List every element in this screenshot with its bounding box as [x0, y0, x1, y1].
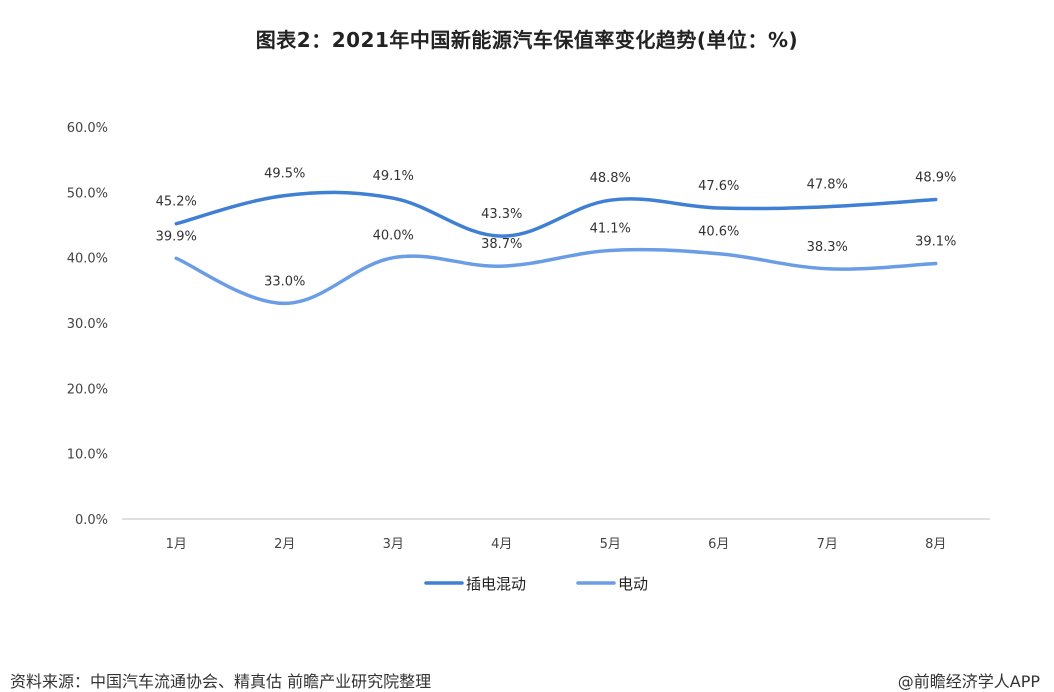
y-tick-label: 10.0% [67, 448, 108, 463]
data-label: 48.9% [915, 171, 956, 186]
x-tick-label: 6月 [708, 537, 729, 552]
x-tick-label: 5月 [600, 537, 621, 552]
source-note: 资料来源：中国汽车流通协会、精真估 前瞻产业研究院整理 [10, 672, 432, 691]
series-line-1 [174, 190, 938, 238]
data-label: 45.2% [156, 195, 197, 210]
y-tick-label: 0.0% [75, 513, 108, 528]
y-tick-label: 30.0% [67, 317, 108, 332]
data-label: 49.5% [264, 167, 305, 182]
data-label: 40.6% [698, 225, 739, 240]
x-tick-label: 7月 [817, 537, 838, 552]
brand-credit: @前瞻经济学人APP [897, 672, 1040, 691]
data-label: 47.8% [807, 178, 848, 193]
data-label: 48.8% [590, 171, 631, 186]
legend-label: 电动 [618, 575, 648, 593]
y-tick-label: 60.0% [67, 121, 108, 136]
y-tick-label: 50.0% [67, 186, 108, 201]
x-tick-label: 8月 [925, 537, 946, 552]
data-label: 39.9% [156, 229, 197, 244]
x-tick-label: 3月 [383, 537, 404, 552]
data-label: 40.0% [373, 229, 414, 244]
legend-label: 插电混动 [466, 575, 526, 593]
data-label: 33.0% [264, 274, 305, 289]
chart-title: 图表2：2021年中国新能源汽车保值率变化趋势(单位：%) [255, 28, 799, 52]
data-label: 47.6% [698, 179, 739, 194]
x-tick-label: 4月 [491, 537, 512, 552]
data-label: 49.1% [373, 169, 414, 184]
data-label: 43.3% [481, 207, 522, 222]
y-tick-label: 40.0% [67, 252, 108, 267]
data-label: 38.3% [807, 240, 848, 255]
data-label: 38.7% [481, 237, 522, 252]
data-label: 39.1% [915, 235, 956, 250]
data-label: 41.1% [590, 221, 631, 236]
x-tick-label: 2月 [274, 537, 295, 552]
x-tick-label: 1月 [166, 537, 187, 552]
y-tick-label: 20.0% [67, 382, 108, 397]
series-line-2 [174, 247, 938, 306]
